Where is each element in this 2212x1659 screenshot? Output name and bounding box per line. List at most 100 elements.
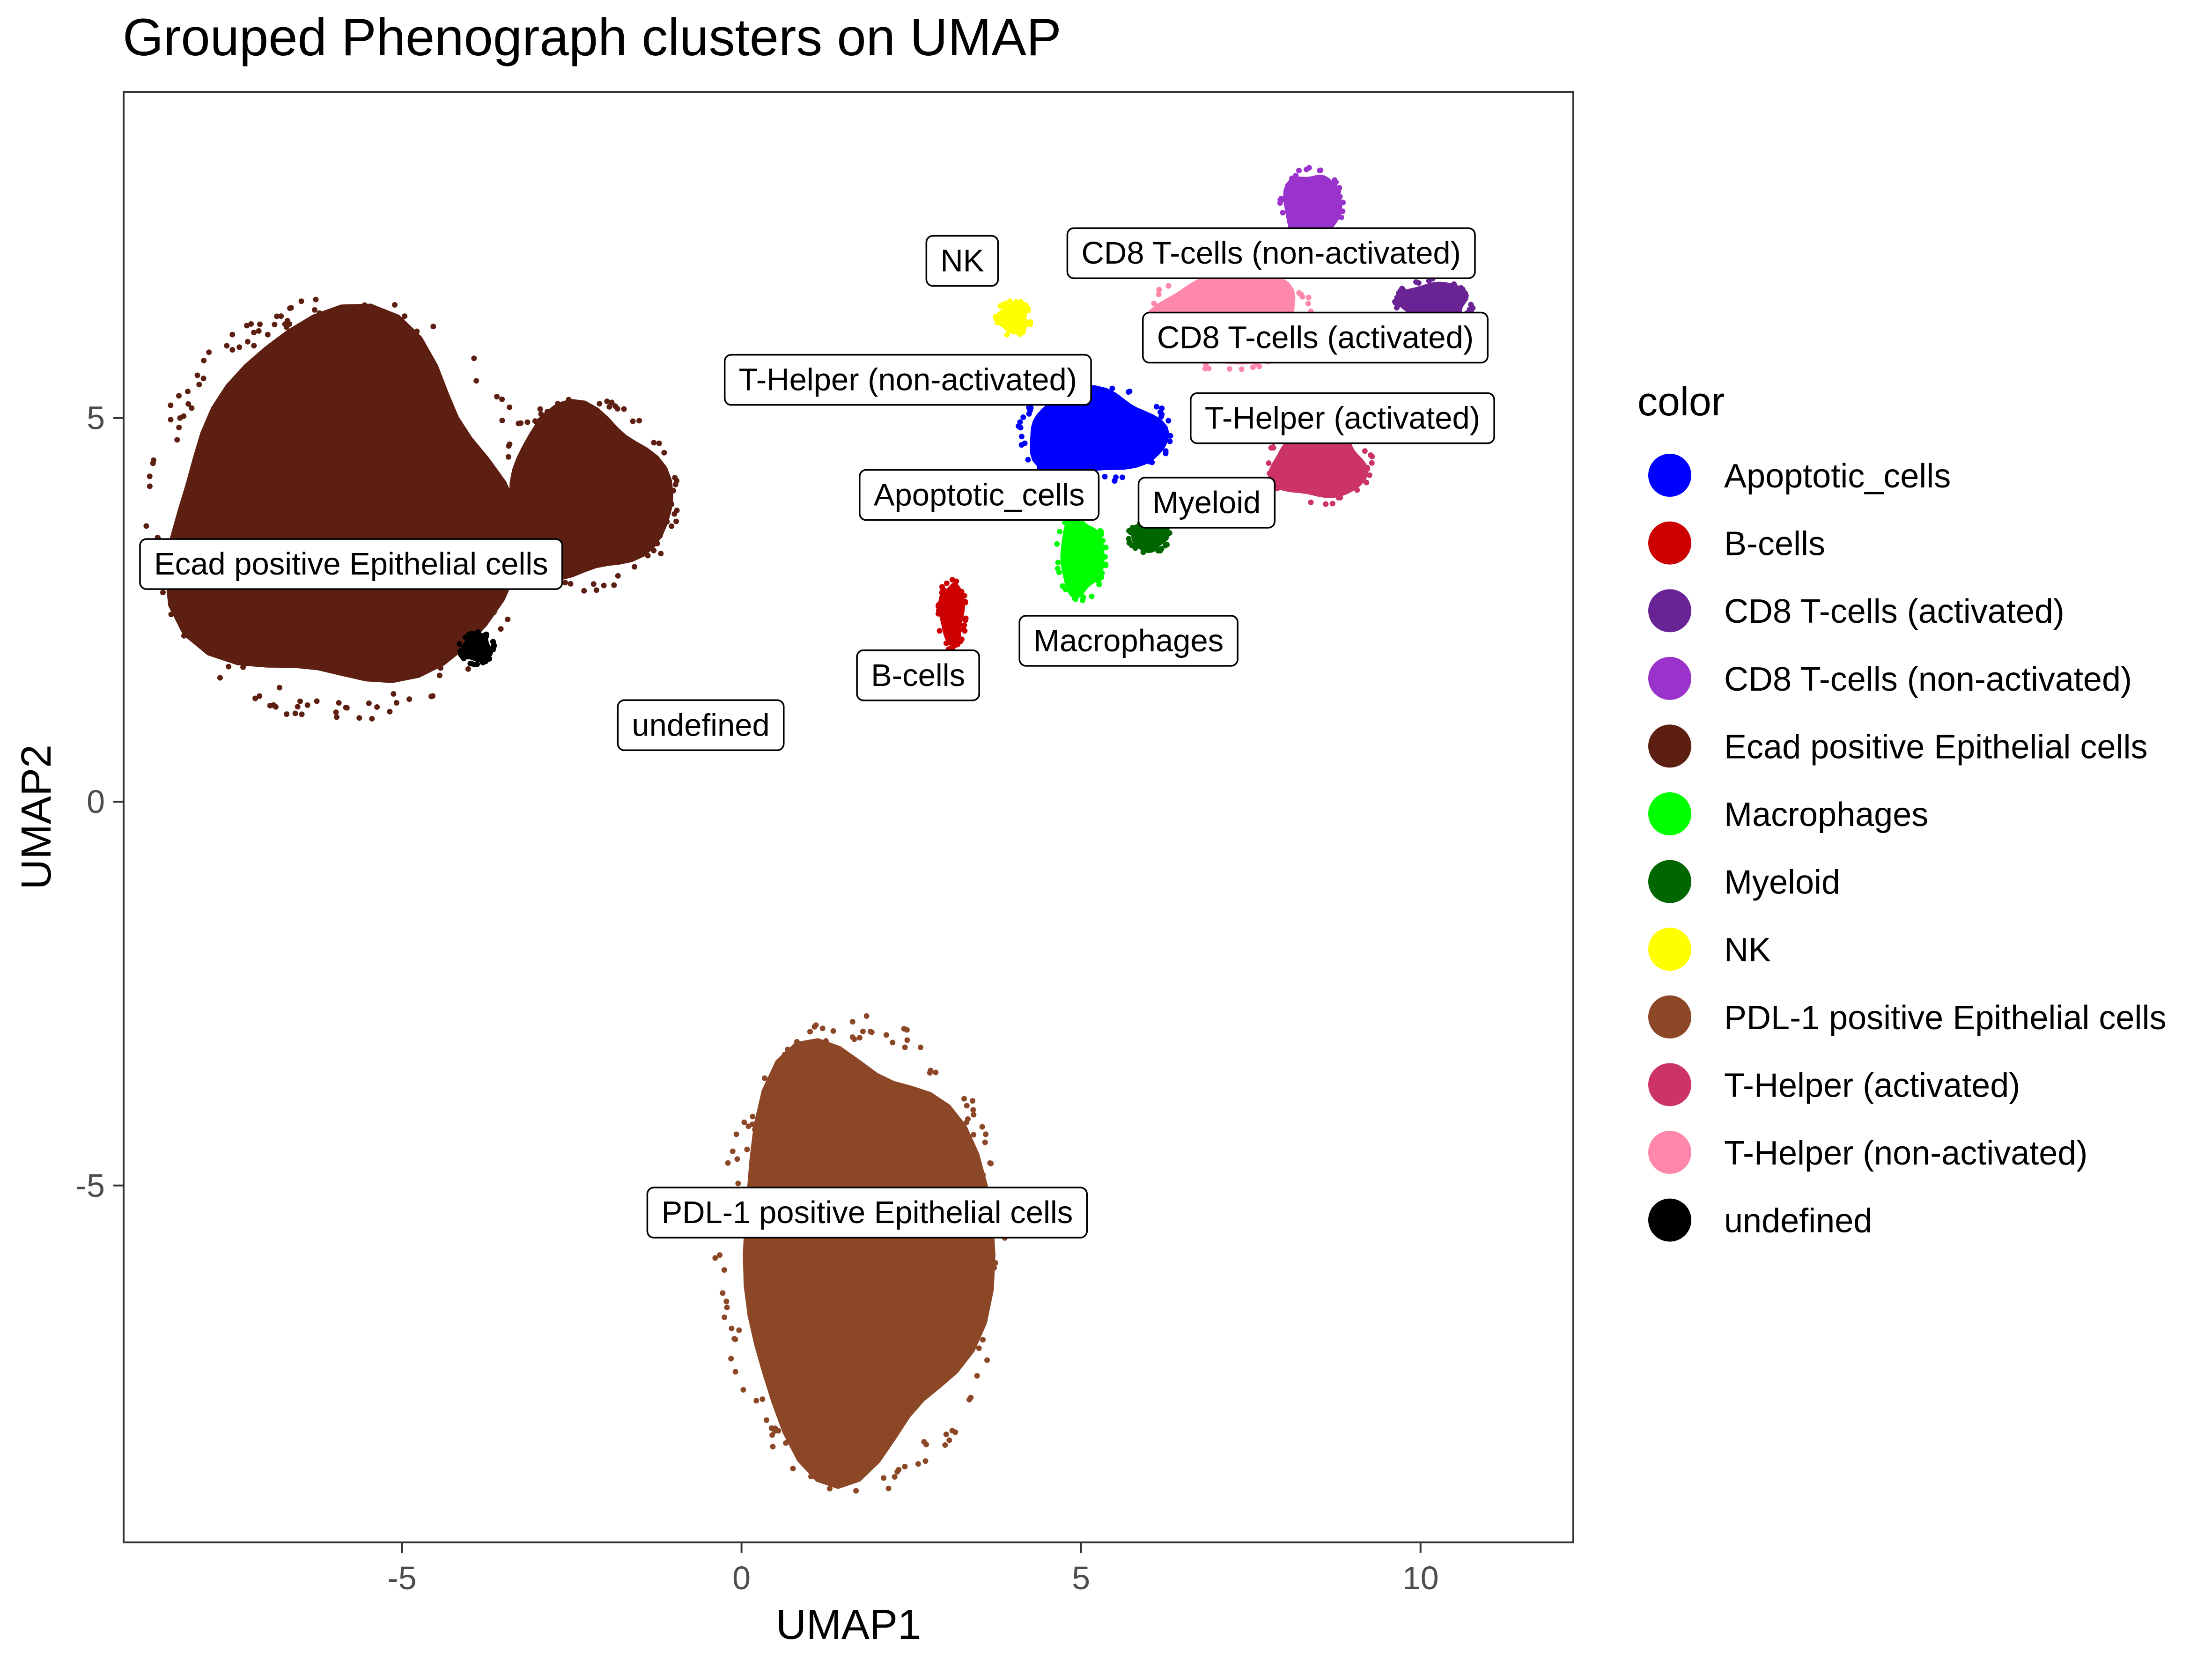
data-point xyxy=(744,1146,750,1152)
label-text: undefined xyxy=(632,708,769,743)
legend-item-apoptotic-cells: Apoptotic_cells xyxy=(1648,454,1951,497)
data-point xyxy=(176,393,182,399)
legend-label: Apoptotic_cells xyxy=(1724,457,1951,495)
label-text: Myeloid xyxy=(1152,485,1261,520)
x-axis: -5 0 5 10 xyxy=(387,1542,1439,1596)
data-point xyxy=(669,523,675,529)
data-point xyxy=(1017,330,1023,336)
data-point xyxy=(491,609,497,615)
data-point xyxy=(344,705,350,711)
data-point xyxy=(499,418,505,423)
label-box xyxy=(723,354,1092,406)
data-point xyxy=(671,487,677,494)
label-box xyxy=(617,699,785,752)
legend-swatch xyxy=(1648,589,1691,633)
data-point xyxy=(717,1252,723,1258)
data-point xyxy=(1396,295,1402,301)
data-point xyxy=(377,311,383,317)
x-tick-label: 10 xyxy=(1402,1560,1439,1596)
data-point xyxy=(611,582,617,588)
data-point xyxy=(314,698,320,704)
data-point xyxy=(1369,460,1375,466)
data-point xyxy=(1266,460,1272,466)
cluster-points-ecad-positive-epithelial-cells xyxy=(489,397,680,594)
data-point xyxy=(544,409,550,415)
legend-swatch xyxy=(1648,1063,1691,1106)
cluster-points-b-cells xyxy=(936,577,969,654)
data-point xyxy=(1126,528,1132,534)
cluster-region xyxy=(459,633,493,663)
y-tick-label: -5 xyxy=(76,1167,105,1204)
data-point xyxy=(229,332,236,338)
data-point xyxy=(654,540,660,546)
data-point xyxy=(936,607,942,613)
data-point xyxy=(393,700,399,706)
legend-item-nk: NK xyxy=(1648,928,1771,971)
data-point xyxy=(143,523,149,529)
legend: color Apoptotic_cells B-cells CD8 T-cells … xyxy=(1637,379,2166,1242)
data-point xyxy=(890,1040,896,1046)
data-point xyxy=(1460,287,1466,292)
data-point xyxy=(664,519,670,525)
data-point xyxy=(827,1486,833,1492)
legend-item-myeloid: Myeloid xyxy=(1648,860,1840,903)
legend-label: T-Helper (activated) xyxy=(1724,1067,2020,1104)
data-point xyxy=(489,501,495,508)
data-point xyxy=(590,581,597,587)
data-point xyxy=(615,573,621,579)
data-point xyxy=(1140,549,1146,555)
legend-swatch xyxy=(1648,1198,1691,1242)
data-point xyxy=(1120,474,1125,480)
data-point xyxy=(494,394,500,400)
data-point xyxy=(988,1160,994,1166)
data-point xyxy=(612,403,618,409)
data-point xyxy=(1396,290,1402,296)
data-point xyxy=(457,641,463,647)
cluster-label-undefined: undefined xyxy=(617,699,785,752)
data-point xyxy=(1080,594,1086,600)
data-point xyxy=(1102,473,1108,479)
data-point xyxy=(184,615,190,621)
legend-item-t-helper-non-activated: T-Helper (non-activated) xyxy=(1648,1131,2087,1174)
data-point xyxy=(817,1458,823,1464)
data-point xyxy=(1027,319,1033,325)
legend-label: CD8 T-cells (activated) xyxy=(1724,593,2065,630)
legend-swatch xyxy=(1648,792,1691,835)
data-point xyxy=(278,313,284,319)
data-point xyxy=(1163,448,1169,454)
data-point xyxy=(251,343,257,349)
cluster-label-b-cells: B-cells xyxy=(856,649,980,701)
label-text: CD8 T-cells (activated) xyxy=(1157,320,1474,355)
data-point xyxy=(853,1488,859,1494)
data-point xyxy=(1025,457,1031,463)
legend-swatch xyxy=(1648,724,1691,768)
data-point xyxy=(656,440,662,446)
y-axis: -5 0 5 xyxy=(76,400,124,1204)
data-point xyxy=(257,693,263,699)
data-point xyxy=(1289,175,1295,181)
data-point xyxy=(461,656,467,662)
data-point xyxy=(1338,214,1344,221)
data-point xyxy=(735,1180,741,1187)
data-point xyxy=(819,1025,826,1032)
label-box xyxy=(1137,477,1276,529)
data-point xyxy=(368,303,374,310)
data-point xyxy=(538,411,544,417)
data-point xyxy=(1037,465,1043,471)
legend-swatch xyxy=(1648,995,1691,1039)
data-point xyxy=(759,1396,766,1402)
data-point xyxy=(1018,425,1024,431)
data-point xyxy=(537,406,543,412)
cluster-labels: NK CD8 T-cells (non-activated) CD8 T-cells… xyxy=(139,227,1495,1239)
data-point xyxy=(1167,438,1173,444)
data-point xyxy=(201,358,207,363)
data-point xyxy=(794,1039,800,1045)
data-point xyxy=(860,1028,866,1034)
data-point xyxy=(252,695,258,701)
legend-label: B-cells xyxy=(1724,525,1825,563)
legend-item-cd8-t-cells-activated: CD8 T-cells (activated) xyxy=(1648,589,2065,633)
label-text: CD8 T-cells (non-activated) xyxy=(1081,236,1461,271)
data-point xyxy=(398,317,405,323)
data-point xyxy=(1129,542,1135,548)
